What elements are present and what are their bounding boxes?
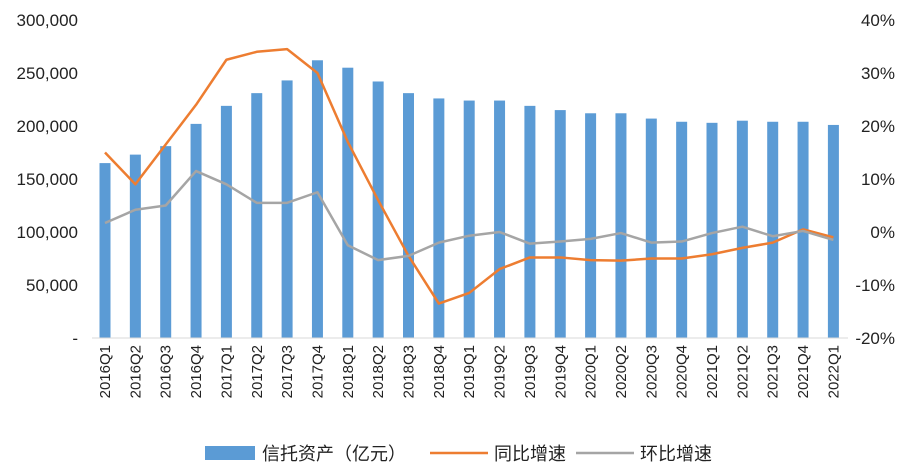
right-axis-tick-label: 40% <box>861 11 895 30</box>
left-axis-tick-label: 50,000 <box>26 276 78 295</box>
x-axis-category-label: 2016Q3 <box>158 345 175 398</box>
x-axis-category-label: 2016Q1 <box>97 345 114 398</box>
x-axis-category-label: 2021Q4 <box>795 345 812 398</box>
line-series-qoq-growth <box>104 169 834 262</box>
x-axis-category-label: 2017Q1 <box>218 345 235 398</box>
x-axis-category-label: 2020Q4 <box>674 345 691 398</box>
right-axis-tick-label: 0% <box>870 223 895 242</box>
legend-label-trust-assets: 信托资产（亿元） <box>262 444 406 465</box>
x-axis-category-label: 2019Q3 <box>522 345 539 398</box>
bar <box>190 123 202 338</box>
left-axis-tick-label: - <box>72 329 78 348</box>
left-axis-ticks: 300,000 250,000 200,000 150,000 100,000 50,00… <box>17 11 78 348</box>
x-axis-category-label: 2016Q4 <box>188 345 205 398</box>
bar <box>251 93 263 338</box>
bar <box>160 146 172 338</box>
right-axis-tick-label: 30% <box>861 64 895 83</box>
left-axis-tick-label: 200,000 <box>17 117 78 136</box>
left-axis-tick-label: 250,000 <box>17 64 78 83</box>
line-series-yoy-growth <box>104 47 834 305</box>
legend-label-yoy-growth: 同比增速 <box>494 444 566 465</box>
x-axis-category-label: 2017Q4 <box>309 345 326 398</box>
bar <box>736 120 748 338</box>
bar <box>524 105 536 338</box>
legend-swatch-trust-assets <box>205 446 255 460</box>
bar <box>433 98 445 338</box>
bar <box>494 100 506 338</box>
x-axis-category-label: 2018Q4 <box>431 345 448 398</box>
x-axis-category-label: 2016Q2 <box>127 345 144 398</box>
bar <box>827 124 839 338</box>
bar <box>554 110 566 338</box>
bar <box>342 67 354 338</box>
right-axis-tick-label: -10% <box>855 276 895 295</box>
bar <box>585 113 597 338</box>
legend: 信托资产（亿元） 同比增速 环比增速 <box>205 444 712 465</box>
bar <box>676 121 688 338</box>
bar <box>129 154 141 338</box>
x-axis-category-label: 2018Q2 <box>370 345 387 398</box>
bar <box>463 100 475 338</box>
left-axis-tick-label: 150,000 <box>17 170 78 189</box>
bar <box>372 81 384 338</box>
x-axis-category-label: 2021Q2 <box>734 345 751 398</box>
x-axis-category-label: 2022Q1 <box>825 345 842 398</box>
legend-label-qoq-growth: 环比增速 <box>640 444 712 465</box>
bar <box>99 163 111 338</box>
x-axis-category-label: 2019Q1 <box>461 345 478 398</box>
x-axis-category-label: 2021Q3 <box>765 345 782 398</box>
left-axis-tick-label: 300,000 <box>17 11 78 30</box>
right-axis-tick-label: -20% <box>855 329 895 348</box>
x-axis-category-label: 2018Q3 <box>401 345 418 398</box>
bar <box>645 118 657 338</box>
x-axis-category-label: 2020Q1 <box>583 345 600 398</box>
bar-series-trust-assets <box>99 60 839 339</box>
right-axis-tick-label: 10% <box>861 170 895 189</box>
x-axis-category-label: 2019Q4 <box>552 345 569 398</box>
bar <box>767 121 779 338</box>
x-axis-category-label: 2017Q3 <box>279 345 296 398</box>
x-axis-category-label: 2020Q2 <box>613 345 630 398</box>
bar <box>403 93 414 338</box>
right-axis-tick-label: 20% <box>861 117 895 136</box>
x-axis-category-label: 2017Q2 <box>249 345 266 398</box>
bar <box>220 105 232 338</box>
x-axis-category-label: 2019Q2 <box>492 345 509 398</box>
bar <box>311 60 323 338</box>
x-axis-category-label: 2021Q1 <box>704 345 721 398</box>
x-axis-category-label: 2020Q3 <box>643 345 660 398</box>
left-axis-tick-label: 100,000 <box>17 223 78 242</box>
x-axis-category-label: 2018Q1 <box>340 345 357 398</box>
bar <box>281 80 293 339</box>
x-axis-category-labels: 2016Q1 2016Q2 2016Q3 2016Q4 2017Q1 2017Q2 2017… <box>97 345 842 398</box>
bar <box>706 122 718 338</box>
right-axis-ticks: 40% 30% 20% 10% 0% -10% -20% <box>855 11 895 348</box>
bar <box>615 113 627 338</box>
